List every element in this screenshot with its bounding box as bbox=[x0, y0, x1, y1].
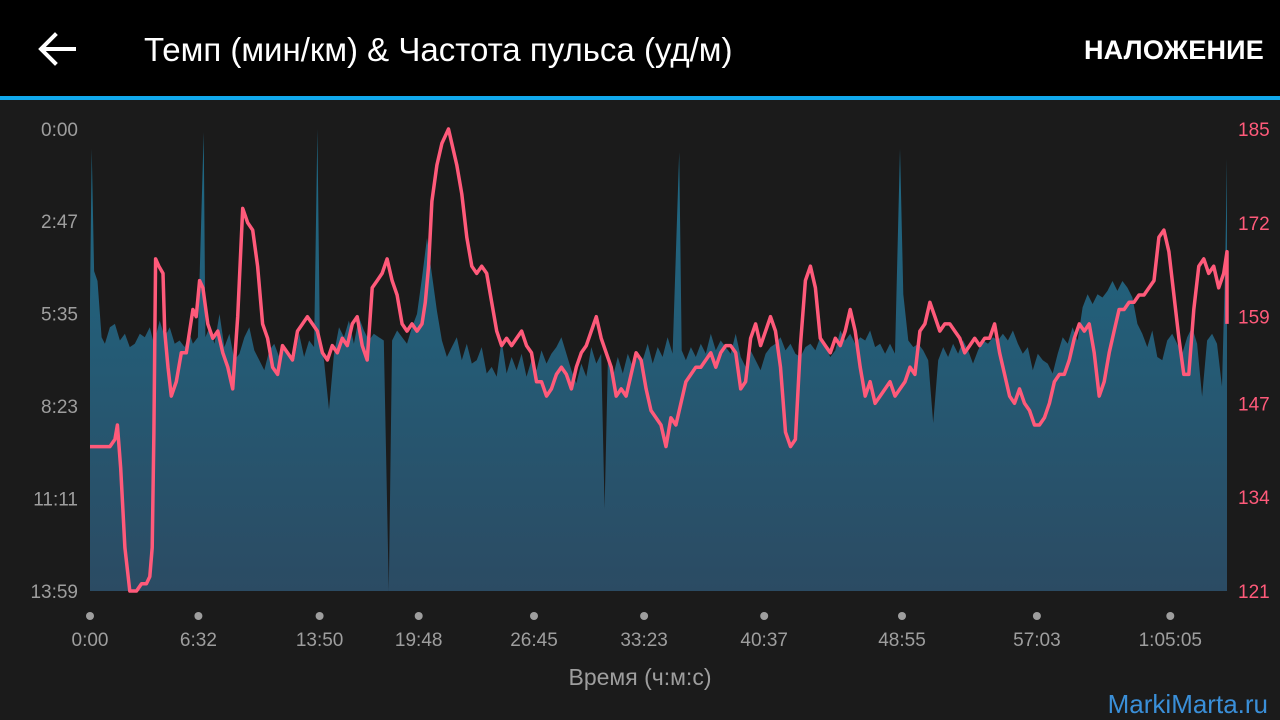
x-tick-label: 19:48 bbox=[395, 630, 443, 651]
x-tick-dot bbox=[1166, 612, 1175, 620]
x-tick-label: 0:00 bbox=[72, 630, 109, 651]
x-tick-dot bbox=[640, 612, 649, 620]
y-right-tick-label: 147 bbox=[1238, 394, 1270, 415]
y-left-tick-label: 11:11 bbox=[33, 490, 78, 511]
x-tick-dot bbox=[86, 612, 94, 620]
y-right-tick-label: 172 bbox=[1238, 214, 1270, 235]
y-left-tick-label: 5:35 bbox=[41, 305, 78, 326]
app-bar: Темп (мин/км) & Частота пульса (уд/м) НА… bbox=[0, 0, 1280, 96]
x-tick-label: 1:05:05 bbox=[1139, 630, 1202, 651]
pace-area bbox=[90, 129, 1227, 591]
back-button[interactable] bbox=[30, 26, 82, 72]
y-right-tick-label: 121 bbox=[1238, 582, 1270, 603]
accent-line bbox=[0, 96, 1280, 100]
y-left-tick-label: 0:00 bbox=[41, 120, 78, 141]
y-right-tick-label: 134 bbox=[1238, 488, 1270, 509]
x-tick-label: 48:55 bbox=[878, 630, 926, 651]
x-tick-dot bbox=[194, 612, 203, 620]
x-tick-label: 40:37 bbox=[740, 630, 788, 651]
y-right-tick-label: 185 bbox=[1238, 120, 1270, 141]
page-title: Темп (мин/км) & Частота пульса (уд/м) bbox=[144, 31, 733, 68]
x-tick-label: 26:45 bbox=[510, 630, 558, 651]
y-right-tick-label: 159 bbox=[1238, 308, 1270, 329]
x-tick-label: 6:32 bbox=[180, 630, 217, 651]
watermark: MarkiMarta.ru bbox=[1107, 689, 1268, 719]
heart-rate-line bbox=[90, 127, 1229, 593]
arrow-left-icon bbox=[38, 32, 76, 66]
overlay-button[interactable]: НАЛОЖЕНИЕ bbox=[1083, 35, 1264, 65]
x-tick-label: 13:50 bbox=[296, 630, 344, 651]
x-axis-label: Время (ч:м:с) bbox=[568, 664, 712, 690]
pace-heart-rate-chart: 0:00 2:47 5:35 8:23 11:11 13:59 185 172 159 147 1… bbox=[30, 120, 1270, 651]
y-left-tick-label: 8:23 bbox=[41, 397, 78, 418]
x-tick-dot bbox=[530, 612, 538, 620]
x-tick-label: 33:23 bbox=[620, 630, 668, 651]
x-tick-label: 57:03 bbox=[1013, 630, 1061, 651]
y-left-tick-label: 2:47 bbox=[41, 212, 78, 233]
x-tick-dot bbox=[315, 612, 324, 620]
x-tick-dot bbox=[414, 612, 423, 620]
x-tick-dot bbox=[760, 612, 769, 620]
x-tick-dot bbox=[898, 612, 906, 620]
y-left-tick-label: 13:59 bbox=[30, 582, 78, 603]
x-tick-dot bbox=[1032, 612, 1041, 620]
